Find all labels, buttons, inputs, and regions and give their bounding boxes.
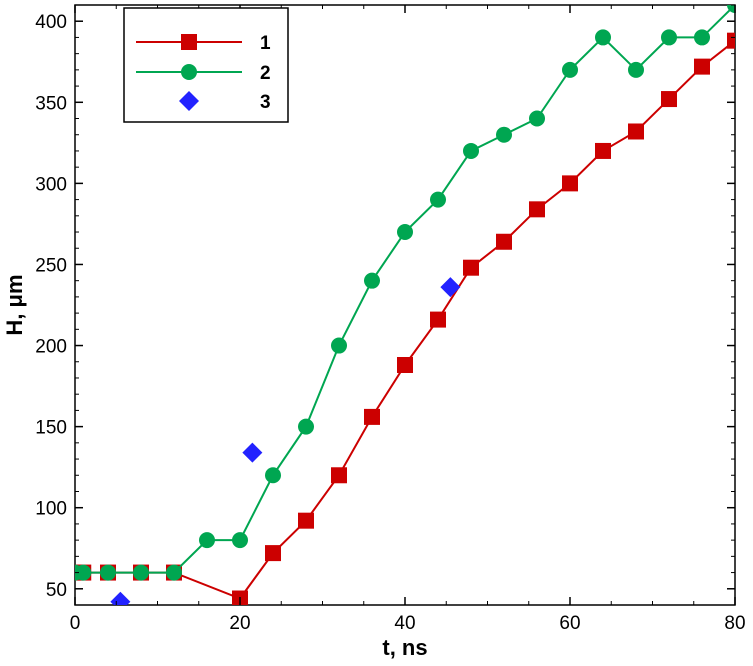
series-2-point — [397, 224, 413, 241]
series-2-point — [529, 110, 545, 127]
series-1-point — [331, 467, 347, 484]
series-2-point — [75, 564, 92, 581]
series-2-point — [331, 337, 347, 354]
series-2-point — [232, 532, 248, 549]
series-2-point — [727, 5, 735, 13]
series-2-point — [430, 191, 446, 208]
legend-item-2: 2 — [136, 63, 271, 84]
series-2-point — [199, 532, 215, 549]
x-axis-title: t, ns — [382, 635, 427, 660]
series-3 — [110, 277, 461, 605]
series-2-point — [133, 564, 149, 581]
series-1-point — [694, 58, 710, 75]
series-1-point — [364, 408, 380, 425]
series-2-point — [694, 29, 710, 46]
legend-marker — [181, 64, 197, 80]
series-3-point — [242, 442, 263, 463]
series-2-point — [298, 418, 314, 435]
series-1-point — [496, 233, 512, 250]
series-2-point — [463, 142, 479, 159]
series-1-point — [562, 175, 578, 192]
series-1-point — [397, 357, 413, 373]
series-2-point — [496, 126, 512, 143]
series-2-point — [166, 564, 182, 581]
legend-label: 1 — [260, 33, 271, 54]
series-2-line — [75, 5, 735, 574]
series-2 — [75, 5, 735, 581]
series-1-point — [529, 201, 545, 218]
series-2-point — [265, 467, 281, 484]
legend-item-1: 1 — [136, 33, 271, 54]
series-layer — [75, 5, 735, 605]
y-tick-label: 350 — [35, 93, 67, 114]
series-1-point — [628, 123, 644, 140]
legend: 1 2 3 — [123, 7, 289, 123]
legend-label: 3 — [260, 92, 271, 113]
series-3-point — [110, 591, 131, 605]
series-1-point — [430, 311, 446, 328]
y-tick-label: 50 — [46, 580, 67, 601]
series-1-point — [727, 32, 735, 49]
series-1-point — [265, 545, 281, 562]
legend-marker — [179, 91, 199, 111]
x-tick-label: 60 — [559, 613, 580, 634]
x-tick-label: 0 — [70, 613, 81, 634]
y-tick-label: 100 — [35, 499, 67, 520]
y-tick-label: 200 — [35, 337, 67, 358]
series-1-point — [463, 259, 479, 276]
y-tick-label: 150 — [35, 418, 67, 439]
series-2-point — [100, 564, 116, 581]
x-tick-label: 80 — [724, 613, 745, 634]
series-1-point — [661, 91, 677, 108]
legend-item-3: 3 — [179, 91, 271, 113]
series-2-point — [628, 61, 644, 78]
x-tick-label: 40 — [394, 613, 415, 634]
series-2-point — [562, 61, 578, 78]
y-axis-title: H, μm — [2, 274, 27, 335]
legend-marker — [181, 34, 197, 50]
series-1-point — [298, 512, 314, 529]
y-tick-label: 250 — [35, 255, 67, 276]
y-tick-label: 300 — [35, 174, 67, 195]
series-1-point — [595, 142, 611, 159]
series-2-point — [595, 29, 611, 46]
tick-layer: 0 20 40 60 80 50 100 150 200 250 300 350 400 — [35, 4, 746, 634]
legend-label: 2 — [260, 63, 271, 84]
series-3-point — [440, 277, 461, 298]
y-tick-label: 400 — [35, 12, 67, 33]
series-2-point — [661, 29, 677, 46]
legend-box — [123, 7, 289, 123]
series-2-point — [364, 272, 380, 289]
x-tick-label: 20 — [229, 613, 250, 634]
